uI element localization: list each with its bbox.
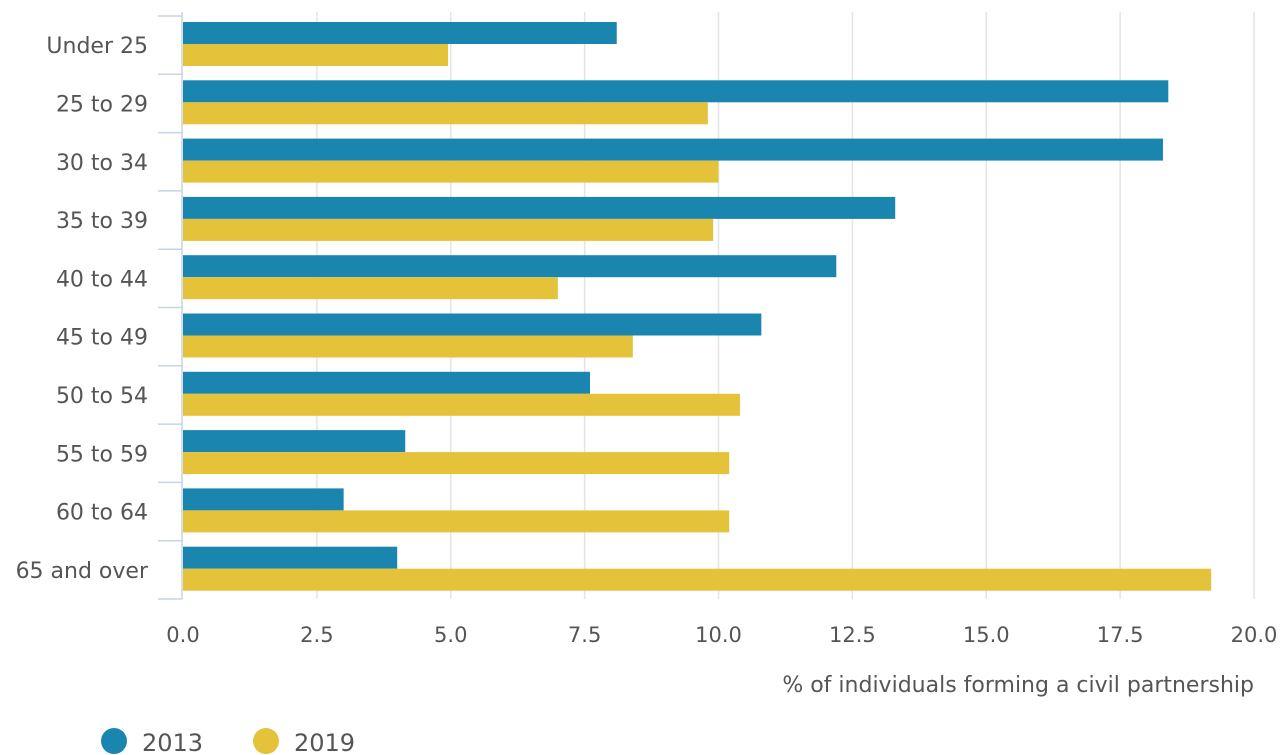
bar-2019-9 <box>183 568 1212 591</box>
bar-2013-4 <box>183 255 837 278</box>
bar-2019-2 <box>183 160 719 183</box>
x-tick-label: 12.5 <box>829 623 876 647</box>
category-label: Under 25 <box>46 34 148 59</box>
bar-2013-7 <box>183 430 406 453</box>
bar-2013-2 <box>183 138 1163 161</box>
legend-marker-2019[interactable] <box>253 728 279 754</box>
bar-2013-3 <box>183 196 896 219</box>
x-tick-label: 5.0 <box>434 623 467 647</box>
x-tick-label: 7.5 <box>568 623 601 647</box>
x-axis-title: % of individuals forming a civil partner… <box>782 673 1254 698</box>
bar-2013-6 <box>183 371 590 394</box>
category-labels: Under 25 25 to 29 30 to 34 35 to 39 40 to 44… <box>16 34 149 584</box>
category-label: 45 to 49 <box>56 326 148 351</box>
x-tick-label: 0.0 <box>166 623 199 647</box>
x-tick-label: 2.5 <box>300 623 333 647</box>
x-tick-label: 20.0 <box>1231 623 1278 647</box>
x-tick-label: 15.0 <box>963 623 1010 647</box>
legend-marker-2013[interactable] <box>101 728 127 754</box>
category-label: 40 to 44 <box>56 267 148 292</box>
category-label: 55 to 59 <box>56 442 148 467</box>
bar-2019-8 <box>183 510 730 533</box>
bar-2013-0 <box>183 22 617 44</box>
category-label: 65 and over <box>16 559 149 584</box>
bar-2013-9 <box>183 546 398 569</box>
legend: 2013 2019 <box>101 728 355 755</box>
bar-2013-5 <box>183 313 762 336</box>
y-axis <box>158 12 183 600</box>
bar-2019-3 <box>183 218 714 241</box>
bar-2019-7 <box>183 452 730 475</box>
x-tick-labels: 0.0 2.5 5.0 7.5 10.0 12.5 15.0 17.5 20.0 <box>166 623 1277 647</box>
legend-label-2013[interactable]: 2013 <box>142 729 203 755</box>
category-label: 35 to 39 <box>56 209 148 234</box>
legend-label-2019[interactable]: 2019 <box>294 729 355 755</box>
bar-2019-1 <box>183 102 708 125</box>
bar-2013-1 <box>183 80 1169 103</box>
category-label: 60 to 64 <box>56 501 148 526</box>
bar-2019-6 <box>183 393 740 416</box>
category-label: 50 to 54 <box>56 384 148 409</box>
category-label: 30 to 34 <box>56 151 148 176</box>
category-label: 25 to 29 <box>56 92 148 117</box>
bar-2019-4 <box>183 277 558 300</box>
bar-2019-0 <box>183 44 449 66</box>
bars <box>183 22 1212 591</box>
x-tick-label: 10.0 <box>695 623 742 647</box>
bar-2019-5 <box>183 335 633 358</box>
x-tick-label: 17.5 <box>1097 623 1144 647</box>
bar-2013-8 <box>183 488 344 511</box>
